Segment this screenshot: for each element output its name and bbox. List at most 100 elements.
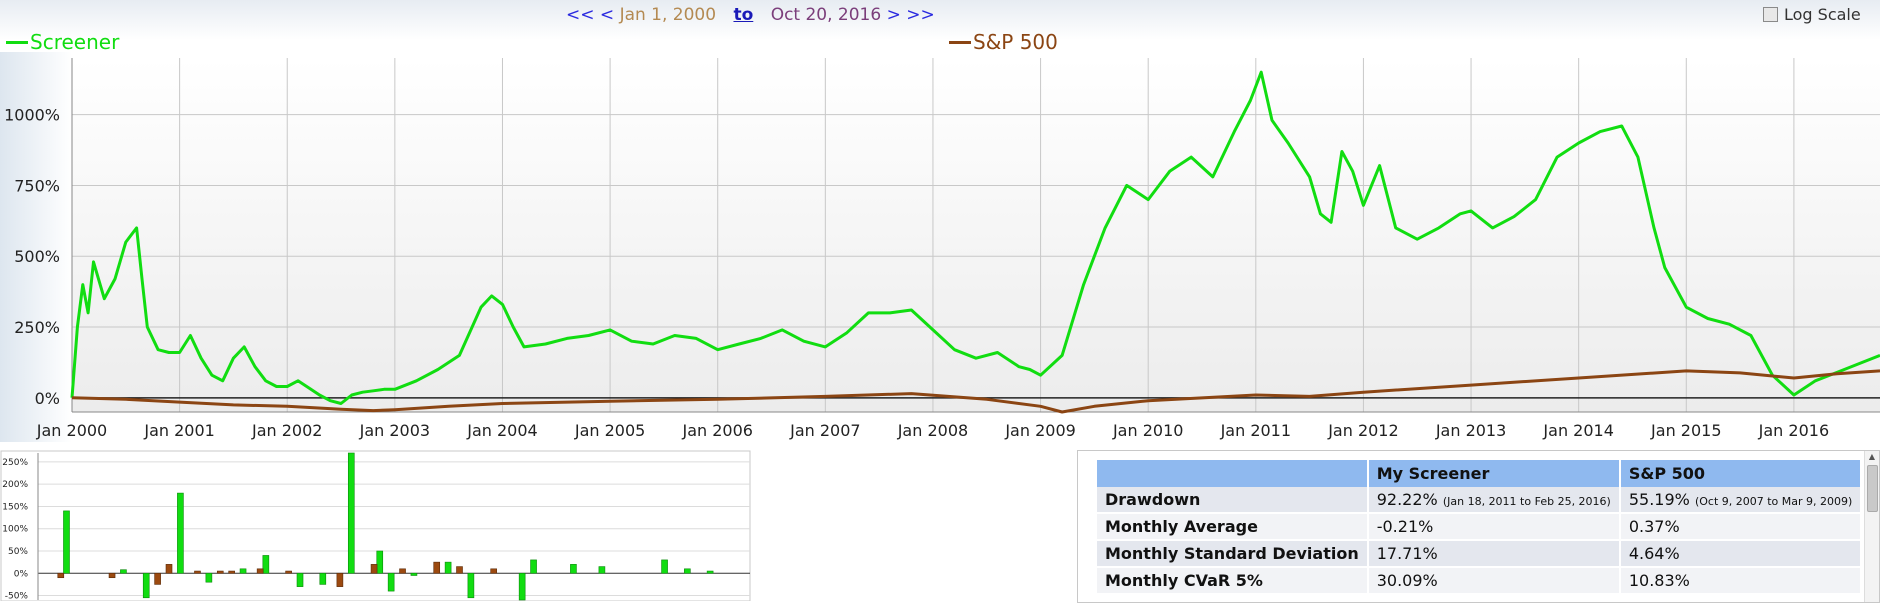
log-scale-toggle[interactable]: Log Scale xyxy=(1763,5,1861,24)
stat-sp500-value: 4.64% xyxy=(1619,540,1863,568)
stat-screener-value: 30.09% xyxy=(1367,567,1621,595)
bar-y-tick-label: 200% xyxy=(2,480,28,490)
screener-bar xyxy=(387,572,395,592)
x-tick-label: Jan 2013 xyxy=(1435,421,1506,440)
screener-bar xyxy=(661,559,668,574)
stat-sp500-value: 55.19% (Oct 9, 2007 to Mar 9, 2009) xyxy=(1619,487,1863,514)
screener-bar xyxy=(296,572,304,587)
screener-bar xyxy=(684,568,691,574)
sp500-bar xyxy=(108,572,116,579)
x-tick-label: Jan 2014 xyxy=(1542,421,1613,440)
stats-header-screener: My Screener xyxy=(1367,460,1621,487)
legend-screener[interactable]: Screener xyxy=(6,30,119,54)
stats-header-sp500: S&P 500 xyxy=(1619,460,1863,487)
stats-scrollbar[interactable]: ▲ xyxy=(1864,451,1879,602)
x-tick-label: Jan 2004 xyxy=(466,421,537,440)
screener-bar xyxy=(570,564,577,574)
stats-header-empty xyxy=(1097,460,1369,487)
screener-bar xyxy=(518,572,526,601)
x-tick-label: Jan 2010 xyxy=(1112,421,1183,440)
screener-bar xyxy=(706,570,714,574)
screener-bar xyxy=(142,572,150,599)
screener-bar xyxy=(444,561,452,574)
screener-bar xyxy=(347,452,355,574)
sp500-bar xyxy=(285,570,292,574)
y-tick-label: 1000% xyxy=(4,106,60,125)
screener-bar xyxy=(319,572,327,585)
sp500-bar xyxy=(370,564,378,574)
sp500-bar xyxy=(57,572,65,579)
screener-bar xyxy=(120,569,127,574)
x-tick-label: Jan 2001 xyxy=(143,421,214,440)
x-tick-label: Jan 2015 xyxy=(1650,421,1721,440)
screener-bar xyxy=(177,492,184,574)
screener-bar xyxy=(410,572,418,576)
x-tick-label: Jan 2006 xyxy=(681,421,752,440)
screener-bar xyxy=(598,566,606,574)
bar-y-tick-label: -50% xyxy=(5,592,29,601)
sp500-bar xyxy=(256,568,264,574)
stat-sp500-value: 0.37% xyxy=(1619,513,1863,541)
x-tick-label: Jan 2000 xyxy=(36,421,107,440)
stat-label: Monthly Average xyxy=(1097,513,1369,541)
legend-label-screener: Screener xyxy=(30,30,120,54)
sp500-bar xyxy=(490,568,497,574)
main-line-chart[interactable]: Jan 2000 Jan 2001 Jan 2002 Jan 2003 Jan 2004… xyxy=(0,52,1880,442)
stat-sp500-value: 10.83% xyxy=(1619,567,1863,595)
stat-screener-value: -0.21% xyxy=(1367,513,1621,541)
sp500-bar xyxy=(336,572,344,587)
stats-table: My Screener S&P 500 Drawdown 92.22% (Jan… xyxy=(1097,460,1863,595)
sp500-series-line xyxy=(71,369,1880,414)
bar-y-tick-label: 50% xyxy=(8,547,28,557)
next-link[interactable]: > xyxy=(886,5,901,25)
monthly-returns-bar-chart[interactable]: 250% 200% 150% 100% 50% 0% -50% xyxy=(0,450,752,601)
screener-bar xyxy=(63,510,70,574)
bar-y-tick-label: 250% xyxy=(2,458,28,468)
previous-link[interactable]: < xyxy=(599,5,615,25)
x-tick-label: Jan 2011 xyxy=(1220,421,1291,440)
screener-bar xyxy=(262,555,270,574)
scroll-up-icon[interactable]: ▲ xyxy=(1868,452,1876,461)
log-scale-checkbox[interactable] xyxy=(1763,7,1778,22)
sp500-bar xyxy=(228,570,235,574)
sp500-bar xyxy=(154,572,161,585)
stat-label: Monthly Standard Deviation xyxy=(1097,540,1369,568)
x-tick-label: Jan 2005 xyxy=(574,421,645,440)
table-row: Monthly Standard Deviation 17.71% 4.64% xyxy=(1097,540,1863,568)
x-tick-label: Jan 2012 xyxy=(1327,421,1398,440)
table-row: Drawdown 92.22% (Jan 18, 2011 to Feb 25,… xyxy=(1097,487,1863,514)
start-date[interactable]: Jan 1, 2000 xyxy=(619,5,717,25)
table-row: Monthly CVaR 5% 30.09% 10.83% xyxy=(1097,567,1863,595)
screener-series-line xyxy=(70,70,1880,405)
x-tick-label: Jan 2009 xyxy=(1004,421,1075,440)
date-range-navigator: << < Jan 1, 2000 to Oct 20, 2016 > >> xyxy=(566,5,935,25)
legend-sp500[interactable]: S&P 500 xyxy=(949,30,1058,54)
x-tick-label: Jan 2002 xyxy=(251,421,322,440)
legend-swatch-screener xyxy=(6,40,28,44)
screener-bar xyxy=(205,572,213,583)
screener-bar xyxy=(467,572,475,599)
bar-chart-frame xyxy=(0,450,751,601)
y-tick-label: 0% xyxy=(35,389,60,408)
sp500-bar xyxy=(165,564,173,574)
to-link[interactable]: to xyxy=(733,5,754,25)
screener-bar xyxy=(376,550,384,574)
top-toolbar xyxy=(0,0,1880,40)
scroll-thumb[interactable] xyxy=(1867,465,1878,512)
sp500-bar xyxy=(456,566,463,574)
chart-left-panel xyxy=(0,52,72,442)
bar-y-tick-label: 150% xyxy=(2,502,28,512)
legend-swatch-sp500 xyxy=(949,40,971,44)
stat-screener-value: 17.71% xyxy=(1367,540,1621,568)
x-tick-label: Jan 2008 xyxy=(897,421,968,440)
first-page-link[interactable]: << xyxy=(566,5,595,25)
sp500-bar xyxy=(433,561,441,574)
sp500-bar xyxy=(399,568,406,574)
legend-label-sp500: S&P 500 xyxy=(973,30,1058,54)
screener-bar xyxy=(239,568,247,574)
table-row: Monthly Average -0.21% 0.37% xyxy=(1097,513,1863,541)
last-page-link[interactable]: >> xyxy=(906,5,935,25)
bar-y-tick-label: 100% xyxy=(2,525,28,535)
sp500-bar xyxy=(216,570,224,574)
end-date[interactable]: Oct 20, 2016 xyxy=(770,5,882,25)
